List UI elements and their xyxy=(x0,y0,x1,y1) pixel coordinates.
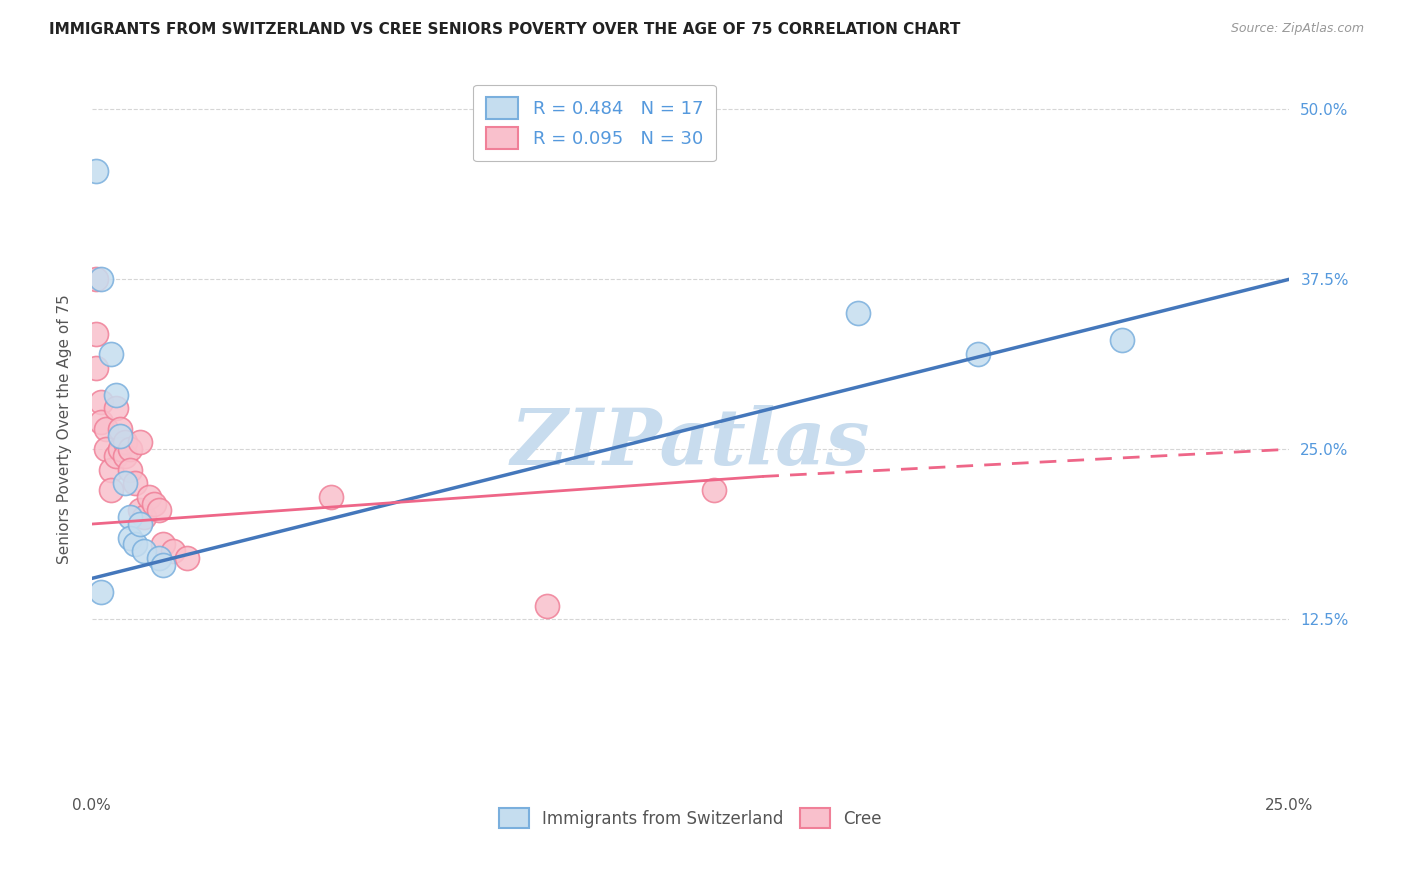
Point xyxy=(118,442,141,457)
Point xyxy=(110,422,132,436)
Point xyxy=(114,476,136,491)
Point xyxy=(104,449,127,463)
Point xyxy=(118,463,141,477)
Point xyxy=(846,306,869,320)
Point xyxy=(162,544,184,558)
Point xyxy=(90,272,112,286)
Point xyxy=(118,510,141,524)
Point xyxy=(128,517,150,532)
Point xyxy=(86,360,108,375)
Point xyxy=(100,483,122,497)
Legend: Immigrants from Switzerland, Cree: Immigrants from Switzerland, Cree xyxy=(492,801,889,835)
Point xyxy=(152,537,174,551)
Point xyxy=(114,435,136,450)
Point xyxy=(148,503,170,517)
Point xyxy=(94,442,117,457)
Point xyxy=(100,347,122,361)
Point xyxy=(86,326,108,341)
Point xyxy=(142,497,165,511)
Point xyxy=(110,442,132,457)
Point xyxy=(134,544,156,558)
Point xyxy=(176,551,198,566)
Point xyxy=(104,388,127,402)
Point xyxy=(86,272,108,286)
Text: IMMIGRANTS FROM SWITZERLAND VS CREE SENIORS POVERTY OVER THE AGE OF 75 CORRELATI: IMMIGRANTS FROM SWITZERLAND VS CREE SENI… xyxy=(49,22,960,37)
Point xyxy=(152,558,174,572)
Point xyxy=(138,490,160,504)
Point xyxy=(124,476,146,491)
Point xyxy=(90,394,112,409)
Point xyxy=(128,435,150,450)
Point xyxy=(118,531,141,545)
Text: ZIPatlas: ZIPatlas xyxy=(510,405,870,482)
Point xyxy=(90,585,112,599)
Point xyxy=(90,415,112,429)
Point xyxy=(1111,334,1133,348)
Point xyxy=(321,490,343,504)
Y-axis label: Seniors Poverty Over the Age of 75: Seniors Poverty Over the Age of 75 xyxy=(58,294,72,564)
Point xyxy=(110,428,132,442)
Point xyxy=(134,510,156,524)
Point xyxy=(114,449,136,463)
Point xyxy=(536,599,558,613)
Text: Source: ZipAtlas.com: Source: ZipAtlas.com xyxy=(1230,22,1364,36)
Point xyxy=(124,537,146,551)
Point xyxy=(148,551,170,566)
Point xyxy=(128,503,150,517)
Point xyxy=(966,347,988,361)
Point xyxy=(100,463,122,477)
Point xyxy=(94,422,117,436)
Point xyxy=(703,483,725,497)
Point xyxy=(104,401,127,416)
Point xyxy=(86,163,108,178)
